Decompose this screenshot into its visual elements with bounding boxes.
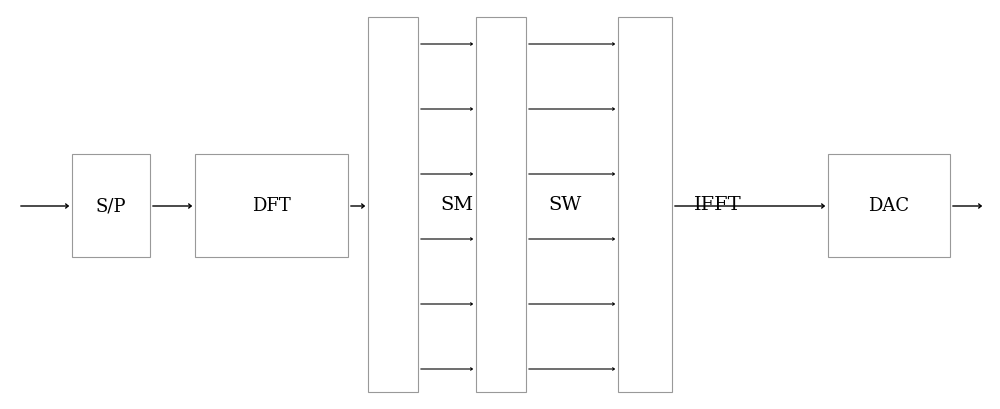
Bar [72, 155, 150, 257]
Text: DAC: DAC [868, 197, 910, 215]
Bar [618, 18, 672, 392]
Text: IFFT: IFFT [694, 196, 742, 213]
Bar [368, 18, 418, 392]
Bar [195, 155, 348, 257]
Text: DFT: DFT [252, 197, 291, 215]
Text: S/P: S/P [96, 197, 126, 215]
Text: SM: SM [440, 196, 473, 213]
Text: SW: SW [548, 196, 581, 213]
Bar [476, 18, 526, 392]
Bar [828, 155, 950, 257]
